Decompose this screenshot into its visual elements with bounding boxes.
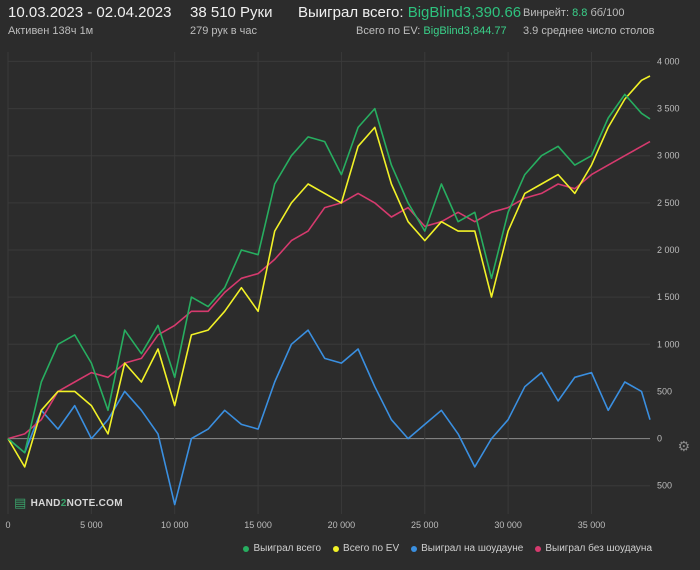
x-tick-label: 30 000: [494, 520, 522, 530]
legend-dot-non-showdown: [535, 545, 542, 552]
x-tick-label: 35 000: [578, 520, 606, 530]
winrate-label: Винрейт:: [523, 7, 570, 19]
won-total: Выиграл всего: BigBlind3,390.66: [298, 4, 521, 21]
legend-label-non-showdown: Выиграл без шоудауна: [545, 543, 652, 554]
series-line-ev: [7, 75, 651, 468]
x-tick-label: 0: [5, 520, 10, 530]
legend-label-showdown: Выиграл на шоудауне: [421, 543, 524, 554]
won-total-value: BigBlind3,390.66: [407, 4, 522, 21]
series-line-won: [7, 93, 651, 454]
y-tick-label: 1 500: [657, 292, 680, 302]
x-tick-label: 10 000: [161, 520, 189, 530]
y-tick-label: 1 000: [657, 339, 680, 349]
logo-prefix: HAND: [30, 497, 61, 509]
ev-total-label: Всего по EV:: [356, 25, 421, 37]
y-tick-label: 500: [657, 481, 672, 491]
series-line-showdown: [7, 329, 651, 506]
legend-item-ev[interactable]: Всего по EV: [333, 543, 399, 554]
profit-chart: 500 0 500 1 000 1 500 2 000 2 500 3 000 3 500 4 0…: [5, 52, 680, 530]
legend-item-non-showdown[interactable]: Выиграл без шоудауна: [535, 543, 652, 554]
tables-average: 3.9 среднее число столов: [523, 25, 655, 37]
y-tick-label: 4 000: [657, 56, 680, 66]
legend-label-won: Выиграл всего: [253, 543, 322, 554]
x-tick-label: 25 000: [411, 520, 439, 530]
x-tick-label: 20 000: [328, 520, 356, 530]
gear-icon[interactable]: ⚙: [677, 438, 690, 454]
winrate: Винрейт: 8.8 бб/100: [523, 7, 624, 19]
y-tick-label: 3 000: [657, 151, 680, 161]
hands-count: 38 510 Руки: [190, 4, 273, 21]
chart-legend: Выиграл всего Всего по EV Выиграл на шоу…: [243, 543, 652, 554]
x-tick-label: 5 000: [80, 520, 103, 530]
logo-suffix: NOTE.COM: [66, 497, 123, 509]
won-total-label: Выиграл всего:: [298, 4, 404, 21]
stats-header: 10.03.2023 - 02.04.2023 Активен 138ч 1м …: [0, 0, 700, 44]
winrate-unit: бб/100: [590, 7, 625, 19]
x-tick-label: 15 000: [244, 520, 272, 530]
legend-dot-ev: [333, 545, 340, 552]
logo-mid: 2: [60, 497, 67, 509]
winrate-value: 8.8: [572, 7, 588, 19]
legend-label-ev: Всего по EV: [343, 543, 400, 554]
y-tick-label: 2 000: [657, 245, 680, 255]
legend-dot-showdown: [411, 545, 418, 552]
active-time: Активен 138ч 1м: [8, 25, 94, 37]
hand2note-logo: ▤ HAND2NOTE.COM: [14, 495, 123, 511]
ev-total-value: BigBlind3,844.77: [423, 25, 507, 37]
y-tick-label: 0: [657, 434, 662, 444]
y-tick-label: 2 500: [657, 198, 680, 208]
ev-total: Всего по EV: BigBlind3,844.77: [356, 25, 507, 37]
y-tick-label: 3 500: [657, 104, 680, 114]
legend-item-won[interactable]: Выиграл всего: [243, 543, 321, 554]
y-tick-label: 500: [657, 386, 672, 396]
date-range: 10.03.2023 - 02.04.2023: [8, 4, 172, 21]
legend-dot-won: [243, 545, 250, 552]
h2n-logo-icon: ▤: [14, 495, 27, 510]
legend-item-showdown[interactable]: Выиграл на шоудауне: [411, 543, 523, 554]
hands-per-hour: 279 рук в час: [190, 25, 258, 37]
